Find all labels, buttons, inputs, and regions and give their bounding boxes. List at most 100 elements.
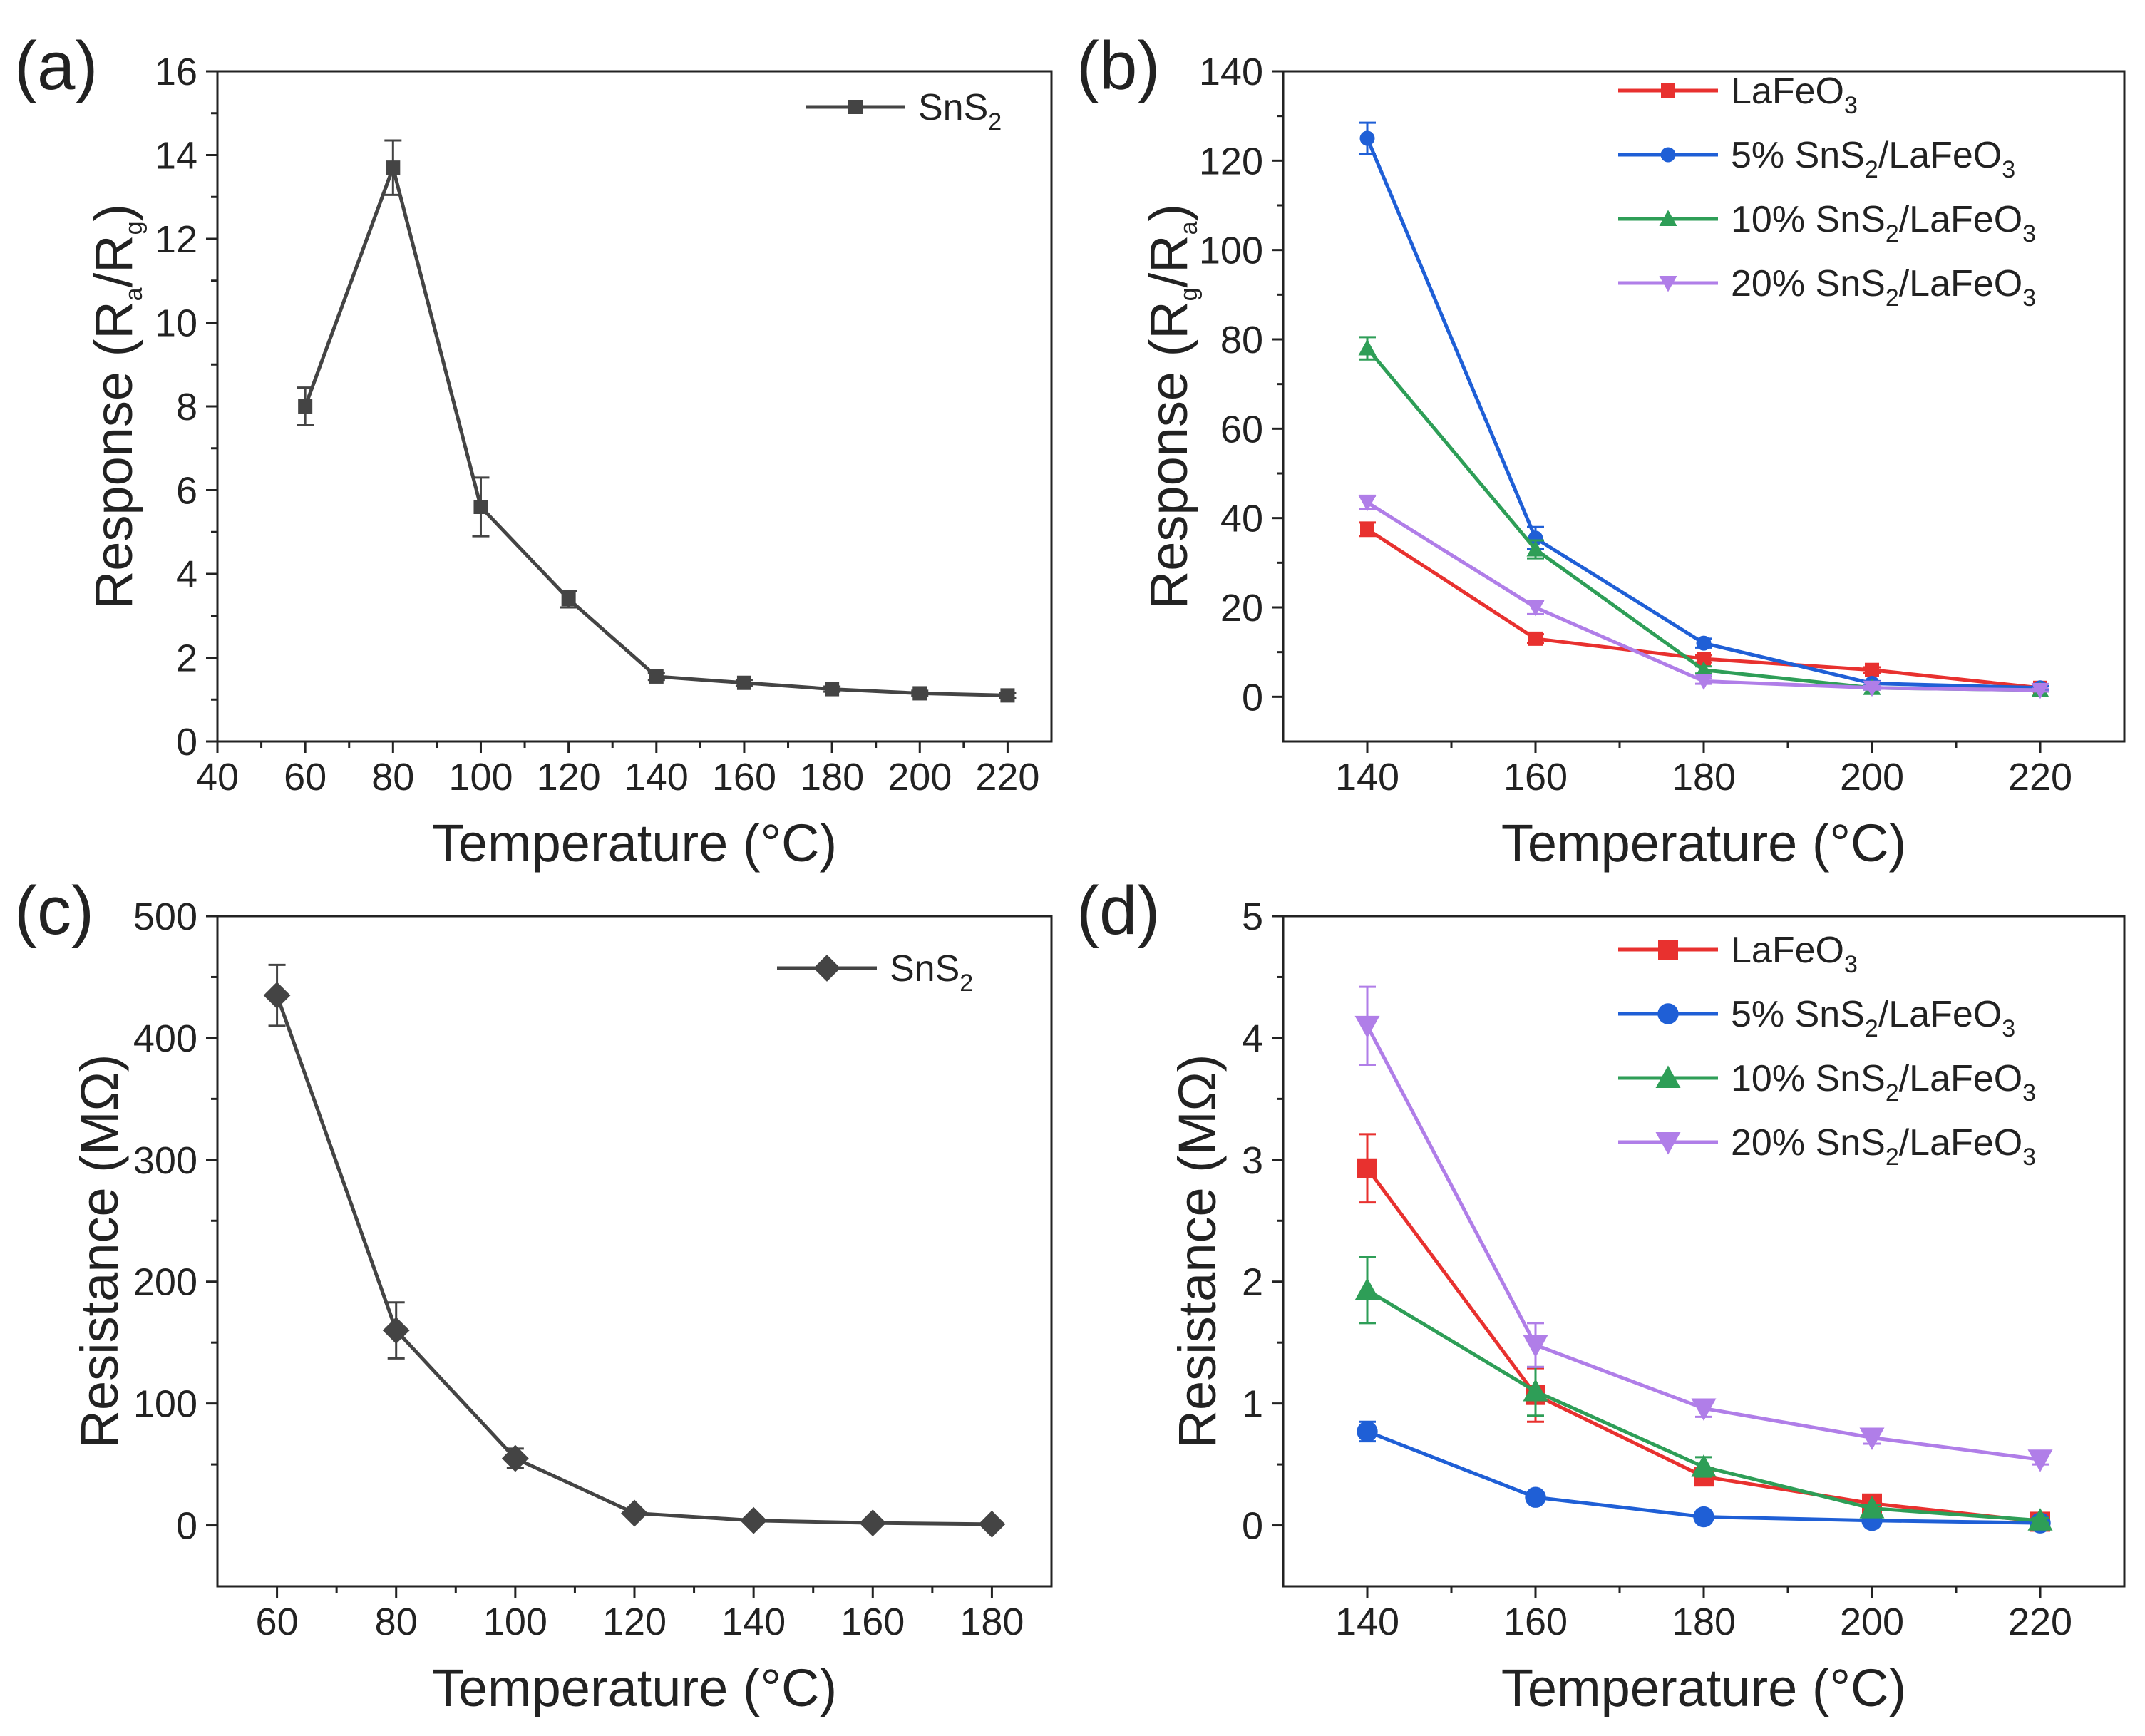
- legend-label: LaFeO3: [1731, 930, 1858, 978]
- data-point: [1523, 1379, 1548, 1402]
- panel-label: (b): [1076, 28, 1160, 104]
- data-point: [859, 1509, 887, 1537]
- data-point: [1528, 631, 1543, 646]
- x-tick-label: 160: [1503, 1601, 1568, 1643]
- legend-label: 5% SnS2/LaFeO3: [1731, 135, 2015, 183]
- data-point: [1525, 1486, 1546, 1508]
- data-point: [1696, 635, 1712, 651]
- y-tick-label: 100: [1199, 230, 1263, 272]
- x-tick-label: 140: [624, 756, 689, 798]
- y-axis-title: Resistance (MΩ): [70, 1054, 129, 1449]
- x-tick-label: 180: [800, 756, 864, 798]
- legend-marker: [1657, 1003, 1679, 1024]
- x-tick-label: 120: [602, 1601, 667, 1643]
- legend-marker: [1655, 1132, 1681, 1155]
- data-point: [1528, 530, 1543, 546]
- data-point: [1691, 1454, 1717, 1477]
- series-0: LaFeO3: [1359, 71, 2049, 695]
- data-point: [1357, 1158, 1377, 1178]
- data-point: [382, 1317, 410, 1344]
- data-point: [1693, 1506, 1714, 1528]
- data-point: [1358, 339, 1377, 356]
- data-point: [473, 500, 488, 514]
- legend-label: 5% SnS2/LaFeO3: [1731, 994, 2015, 1042]
- x-tick-label: 100: [483, 1601, 547, 1643]
- series-2: 10% SnS2/LaFeO3: [1354, 1058, 2053, 1531]
- y-tick-label: 6: [176, 470, 197, 513]
- x-tick-label: 80: [371, 756, 414, 798]
- data-point: [1526, 600, 1545, 617]
- legend-label: 20% SnS2/LaFeO3: [1731, 263, 2036, 312]
- x-tick-label: 100: [448, 756, 513, 798]
- x-tick-label: 180: [1672, 756, 1736, 798]
- y-tick-label: 140: [1199, 51, 1263, 93]
- y-tick-label: 4: [1242, 1017, 1263, 1060]
- panel-c: 60 80 100 120 140 160 180 0 100 200 300 400 500 Tempe…: [14, 873, 1053, 1717]
- y-tick-label: 10: [155, 302, 197, 345]
- data-point: [1863, 680, 1881, 697]
- data-point: [1360, 522, 1374, 537]
- x-tick-label: 120: [537, 756, 601, 798]
- panel-d: 140 160 180 200 220 0 1 2 3 4 5 Temperature (°C) Res…: [1076, 873, 2126, 1717]
- panel-label: (d): [1076, 873, 1160, 949]
- x-tick-label: 200: [1840, 1601, 1904, 1643]
- x-tick-label: 160: [712, 756, 776, 798]
- data-point: [386, 160, 401, 175]
- series-0: SnS2: [263, 948, 1006, 1538]
- data-point: [1000, 688, 1015, 703]
- plot-frame: [216, 70, 1053, 743]
- x-tick-label: 200: [888, 756, 952, 798]
- y-tick-label: 3: [1242, 1139, 1263, 1182]
- y-axis-title: Resistance (MΩ): [1168, 1054, 1227, 1449]
- data-point: [1357, 1421, 1378, 1442]
- x-tick-label: 200: [1840, 756, 1904, 798]
- x-axis-title: Temperature (°C): [432, 813, 837, 873]
- data-point: [2031, 682, 2049, 699]
- y-tick-label: 20: [1220, 587, 1263, 630]
- series-3: 20% SnS2/LaFeO3: [1354, 985, 2053, 1472]
- y-tick-label: 80: [1220, 319, 1263, 361]
- data-point: [1523, 1335, 1548, 1358]
- y-tick-label: 500: [133, 895, 197, 938]
- x-axis-title: Temperature (°C): [1501, 1658, 1906, 1717]
- data-point: [1694, 674, 1713, 690]
- y-tick-label: 0: [1242, 1505, 1263, 1548]
- y-tick-label: 8: [176, 386, 197, 428]
- y-tick-label: 2: [1242, 1261, 1263, 1304]
- legend-label: SnS2: [890, 948, 973, 997]
- x-tick-label: 60: [256, 1601, 299, 1643]
- x-tick-label: 140: [1335, 1601, 1399, 1643]
- data-point: [621, 1499, 648, 1527]
- y-tick-label: 60: [1220, 408, 1263, 451]
- data-point: [561, 592, 576, 607]
- y-axis-title: Response (Ra/Rg): [84, 204, 148, 609]
- x-tick-label: 160: [840, 1601, 905, 1643]
- x-tick-label: 180: [1672, 1601, 1736, 1643]
- data-point: [501, 1444, 529, 1472]
- data-point: [263, 982, 291, 1009]
- data-point: [978, 1510, 1006, 1538]
- y-tick-label: 2: [176, 637, 197, 680]
- legend-label: SnS2: [918, 87, 1002, 135]
- series-0: SnS2: [297, 87, 1017, 703]
- data-point: [912, 686, 927, 701]
- legend-label: 10% SnS2/LaFeO3: [1731, 1058, 2036, 1106]
- y-tick-label: 0: [176, 1505, 197, 1548]
- legend-marker: [1659, 210, 1677, 226]
- y-tick-label: 0: [176, 721, 197, 764]
- legend-marker: [1655, 1065, 1681, 1088]
- legend-label: 20% SnS2/LaFeO3: [1731, 1122, 2036, 1171]
- data-point: [1865, 662, 1879, 677]
- x-tick-label: 220: [2008, 756, 2072, 798]
- x-tick-label: 60: [284, 756, 326, 798]
- x-tick-label: 220: [975, 756, 1039, 798]
- x-axis-title: Temperature (°C): [1501, 813, 1906, 873]
- data-point: [1694, 661, 1713, 677]
- y-tick-label: 16: [155, 51, 197, 93]
- y-tick-label: 12: [155, 218, 197, 261]
- legend-marker: [1659, 276, 1677, 292]
- series-line: [275, 995, 992, 1526]
- data-point: [1859, 1427, 1885, 1450]
- legend-marker: [848, 100, 863, 114]
